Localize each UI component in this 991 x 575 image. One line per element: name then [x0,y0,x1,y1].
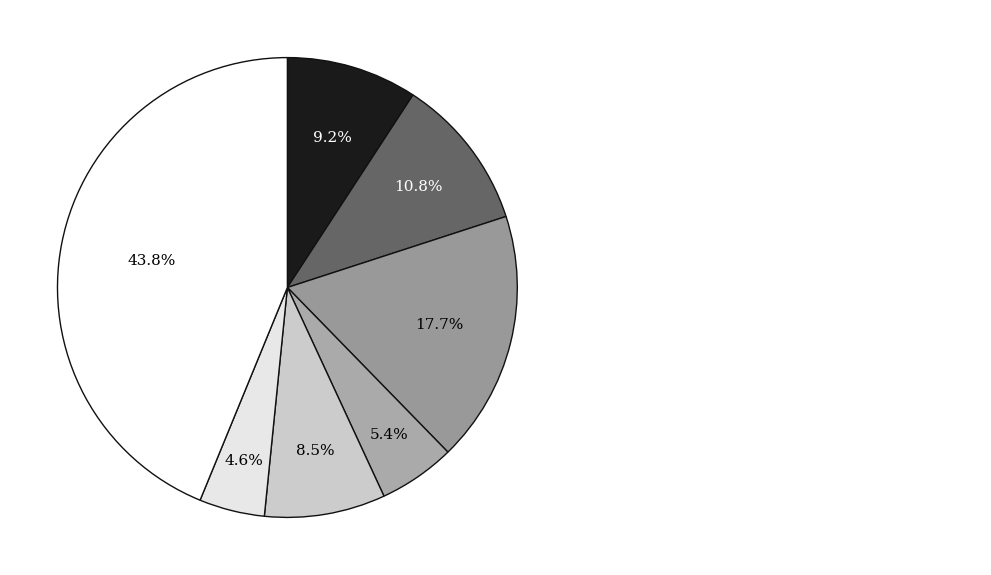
Wedge shape [287,216,517,452]
Text: 8.5%: 8.5% [295,444,334,458]
Wedge shape [287,58,413,288]
Wedge shape [287,288,448,496]
Wedge shape [287,95,506,288]
Wedge shape [57,58,287,500]
Wedge shape [265,288,384,518]
Legend: Severe sarcopenia, Sarcopenia, Low hand grip strength
and Low gait speed, Low ga: Severe sarcopenia, Sarcopenia, Low hand … [595,172,814,402]
Text: 4.6%: 4.6% [224,454,264,469]
Text: 43.8%: 43.8% [128,254,176,268]
Text: 5.4%: 5.4% [370,428,408,442]
Text: 10.8%: 10.8% [394,180,443,194]
Text: 17.7%: 17.7% [415,318,464,332]
Wedge shape [200,288,287,516]
Text: 9.2%: 9.2% [312,131,352,145]
